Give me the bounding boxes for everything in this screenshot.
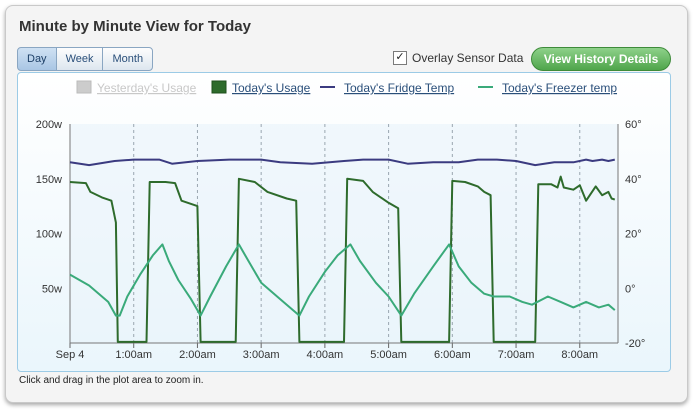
tab-day[interactable]: Day — [17, 47, 57, 71]
overlay-checkbox[interactable]: ✓ — [393, 51, 407, 65]
range-tabs: Day Week Month — [17, 47, 154, 71]
page-title: Minute by Minute View for Today — [19, 18, 251, 35]
overlay-sensor-toggle[interactable]: ✓ Overlay Sensor Data — [393, 51, 523, 65]
zoom-hint: Click and drag in the plot area to zoom … — [19, 375, 204, 386]
chart-container[interactable] — [17, 72, 671, 372]
view-history-details-button[interactable]: View History Details — [531, 47, 671, 71]
tab-month[interactable]: Month — [102, 47, 154, 71]
overlay-label: Overlay Sensor Data — [412, 51, 524, 65]
tab-week[interactable]: Week — [55, 47, 104, 71]
